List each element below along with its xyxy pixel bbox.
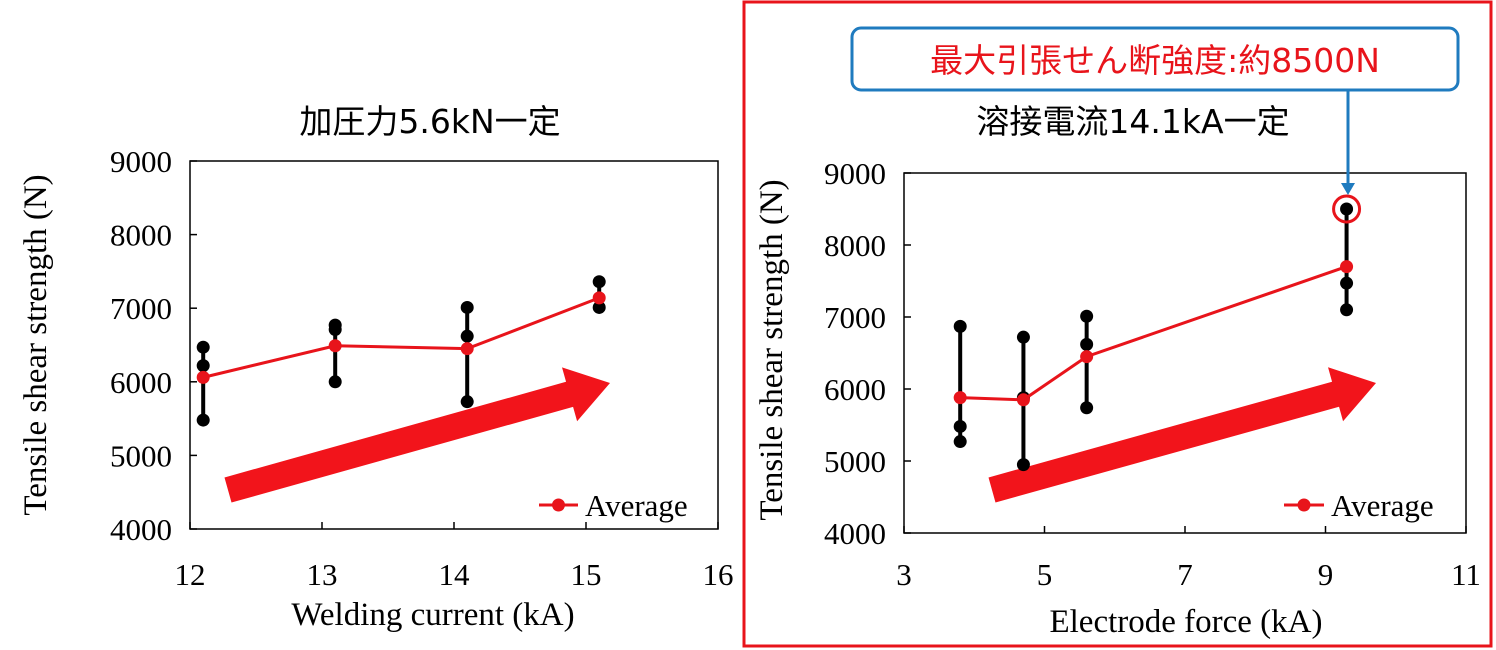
data-point (1080, 401, 1094, 415)
chart-right: 溶接電流14.1kA一定 Electrode force (kA) Tensil… (754, 90, 1481, 640)
data-point (953, 419, 967, 433)
x-tick-label: 11 (1451, 557, 1481, 592)
x-tick-label: 15 (571, 557, 602, 592)
y-tick-label: 8000 (110, 218, 172, 253)
average-point (953, 391, 967, 405)
max-strength-callout: 最大引張せん断強度:約8500N (850, 26, 1460, 92)
plot-area (903, 172, 1467, 534)
data-point (1080, 337, 1094, 351)
average-point (592, 291, 606, 305)
legend-marker (552, 498, 565, 512)
average-point (196, 370, 210, 384)
data-point (592, 275, 606, 289)
y-tick-label: 4000 (110, 512, 172, 547)
y-tick-label: 9000 (824, 156, 886, 191)
x-tick-label: 5 (1037, 557, 1053, 592)
max-point-highlight (1332, 194, 1362, 224)
y-tick-label: 6000 (824, 372, 886, 407)
data-point (460, 300, 474, 314)
data-point (1080, 309, 1094, 323)
legend-label: Average (1331, 488, 1434, 523)
x-axis-label: Electrode force (kA) (1049, 604, 1322, 640)
data-point (196, 340, 210, 354)
data-point (328, 375, 342, 389)
trend-arrow-icon (988, 367, 1376, 503)
data-point (953, 435, 967, 449)
legend-marker (1297, 498, 1311, 512)
data-point (1340, 303, 1354, 317)
x-tick-label: 14 (439, 557, 471, 592)
data-point (953, 319, 967, 333)
y-tick-label: 7000 (110, 291, 172, 326)
data-point (460, 329, 474, 343)
y-axis-label: Tensile shear strength (N) (754, 179, 790, 520)
y-tick-label: 5000 (824, 444, 886, 479)
data-point (592, 300, 606, 314)
callout-text: 最大引張せん断強度:約8500N (930, 41, 1380, 80)
average-point (1080, 350, 1094, 364)
x-axis-label: Welding current (kA) (291, 597, 574, 633)
x-tick-label: 9 (1318, 557, 1334, 592)
data-point (460, 395, 474, 409)
average-point (1340, 260, 1354, 274)
trend-arrow-icon (224, 367, 610, 503)
average-point (328, 339, 342, 353)
chart-left: 加圧力5.6kN一定 Welding current (kA) Tensile … (18, 102, 734, 633)
y-tick-label: 9000 (110, 144, 172, 179)
average-line (202, 296, 600, 379)
x-tick-label: 7 (1177, 557, 1193, 592)
data-point (328, 323, 342, 337)
y-axis-label: Tensile shear strength (N) (18, 174, 54, 515)
data-point (196, 359, 210, 373)
x-tick-label: 12 (175, 557, 206, 592)
y-tick-label: 4000 (824, 516, 886, 551)
data-point (1340, 276, 1354, 290)
chart-title: 加圧力5.6kN一定 (299, 102, 560, 141)
callout-box (850, 26, 1460, 92)
y-tick-label: 8000 (824, 228, 886, 263)
y-tick-label: 7000 (824, 300, 886, 335)
data-point (196, 413, 210, 427)
average-point (1016, 393, 1030, 407)
data-point (1340, 202, 1354, 216)
legend-label: Average (585, 488, 688, 523)
x-tick-label: 16 (703, 557, 734, 592)
y-tick-label: 6000 (110, 365, 172, 400)
average-point (460, 342, 474, 356)
callout-arrowhead-icon (1341, 183, 1355, 195)
average-line (960, 265, 1348, 402)
data-point (1016, 458, 1030, 472)
x-tick-label: 3 (896, 557, 912, 592)
data-point (1016, 330, 1030, 344)
chart-title: 溶接電流14.1kA一定 (976, 102, 1289, 141)
y-tick-label: 5000 (110, 438, 172, 473)
x-tick-label: 13 (307, 557, 338, 592)
highlight-frame (742, 0, 1493, 648)
